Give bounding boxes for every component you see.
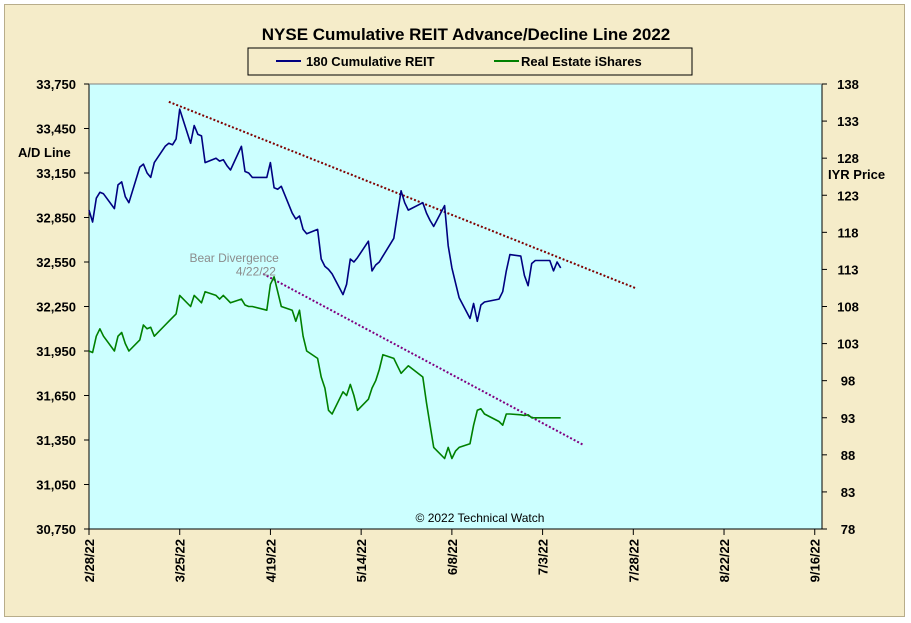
y-left-tick-label: 32,550 [36, 255, 76, 270]
x-tick-label: 9/16/22 [808, 539, 823, 582]
annotation-1: Bear Divergence [189, 251, 279, 265]
y-right-tick-label: 93 [841, 411, 855, 426]
x-tick-label: 2/28/22 [82, 539, 97, 582]
y-right-tick-label: 88 [841, 448, 855, 463]
legend-label-iyr: Real Estate iShares [521, 54, 642, 69]
y-left-tick-label: 33,150 [36, 166, 76, 181]
y-right-tick-label: 128 [837, 151, 859, 166]
y-left-axis-label: A/D Line [18, 145, 71, 160]
series-line-ad-line [88, 108, 562, 323]
y-left-tick-label: 31,050 [36, 478, 76, 493]
y-right-tick-label: 113 [838, 262, 859, 277]
y-left-tick-label: 30,750 [36, 522, 76, 537]
x-tick-label: 4/19/22 [263, 539, 278, 582]
series-line-iyr [88, 275, 561, 460]
annotation-2: 4/22/22 [236, 264, 276, 278]
chart-title: NYSE Cumulative REIT Advance/Decline Lin… [262, 25, 670, 44]
legend-box [247, 47, 693, 76]
x-tick-label: 7/3/22 [536, 539, 551, 575]
y-left-tick-label: 31,650 [36, 389, 76, 404]
copyright-text: © 2022 Technical Watch [416, 511, 545, 525]
y-right-tick-label: 98 [841, 374, 855, 389]
x-tick-label: 8/22/22 [717, 539, 732, 582]
y-left-tick-label: 33,450 [36, 122, 76, 137]
y-right-tick-label: 108 [837, 300, 859, 315]
x-tick-label: 3/25/22 [173, 539, 188, 582]
x-tick-label: 7/28/22 [626, 539, 641, 582]
y-right-tick-label: 123 [837, 188, 859, 203]
y-left-tick-label: 31,350 [36, 433, 76, 448]
y-right-tick-label: 138 [837, 77, 859, 92]
chart-marks: 33,750 33,450 33,150 32,850 32,550 32,250 31,9… [36, 77, 859, 582]
y-right-axis-label: IYR Price [828, 167, 885, 182]
legend-label-ad-line: 180 Cumulative REIT [306, 54, 435, 69]
y-right-tick-label: 133 [837, 114, 859, 129]
y-left-tick-label: 31,950 [36, 344, 76, 359]
y-right-tick-label: 83 [841, 485, 855, 500]
y-right-tick-label: 103 [837, 337, 859, 352]
legend: 180 Cumulative REIT Real Estate iShares [247, 47, 693, 76]
y-left-tick-label: 33,750 [36, 77, 76, 92]
x-tick-label: 5/14/22 [354, 539, 369, 582]
plot-area [89, 84, 822, 529]
y-right-tick-label: 78 [841, 522, 855, 537]
y-left-tick-label: 32,250 [36, 300, 76, 315]
y-left-tick-label: 32,850 [36, 211, 76, 226]
y-right-tick-label: 118 [838, 225, 859, 240]
x-tick-label: 6/8/22 [445, 539, 460, 575]
